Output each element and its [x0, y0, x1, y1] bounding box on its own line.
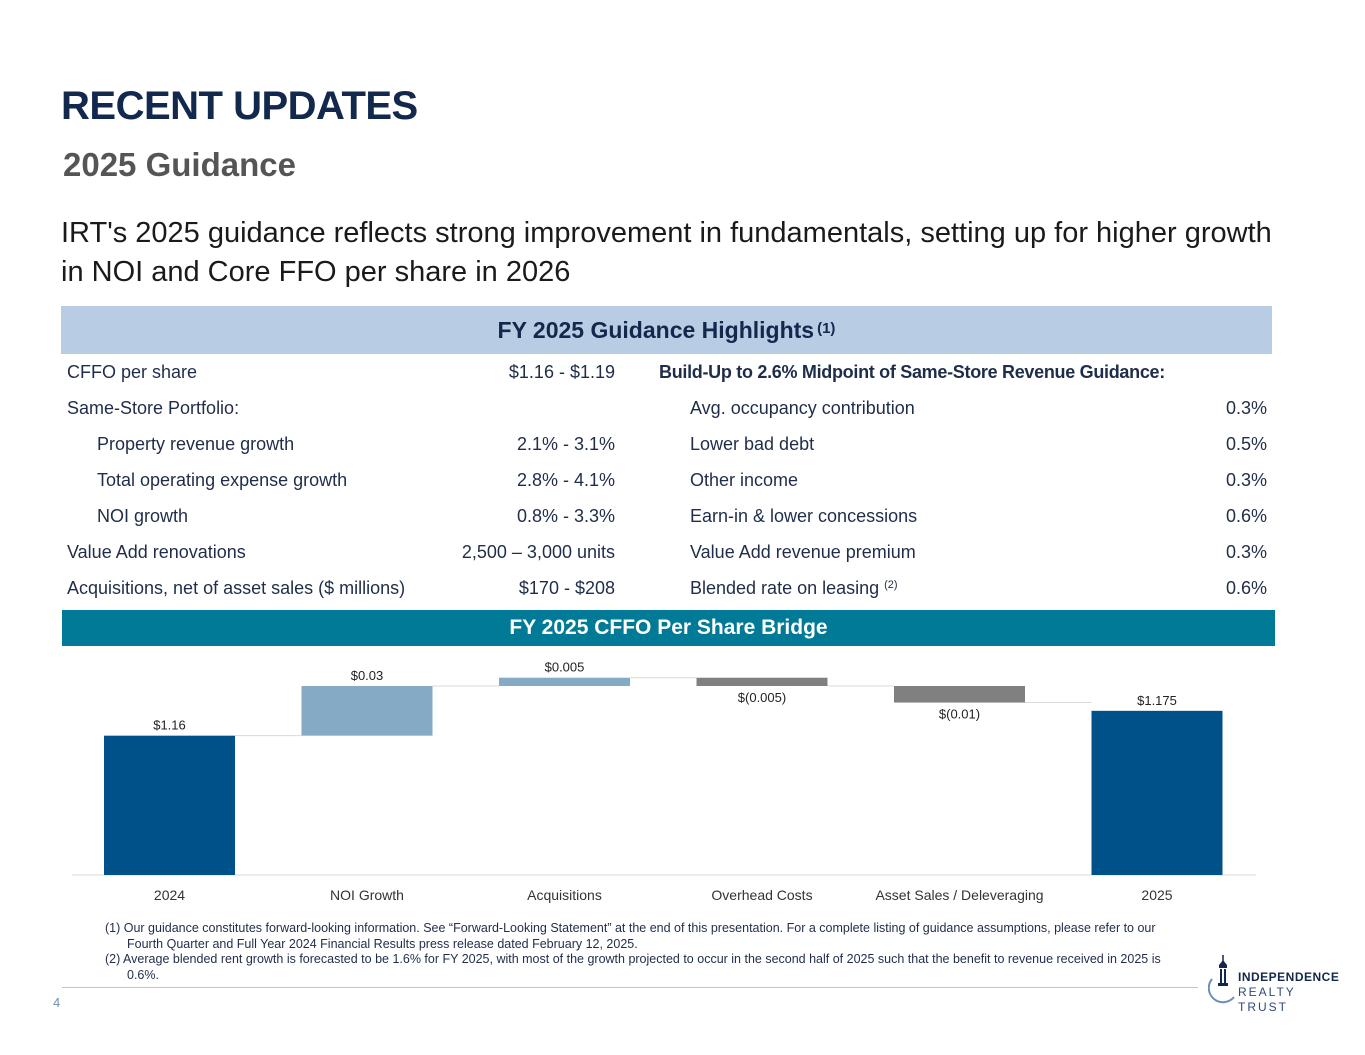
right-value: 0.3% — [1225, 541, 1267, 562]
cffo-bridge-chart: $1.16 2024 $0.03 NOI Growth $0.005 Acquisitio… — [72, 660, 1256, 903]
category-label: NOI Growth — [330, 887, 404, 903]
bar-asset-sales-deleveraging — [894, 686, 1025, 703]
footnotes: (1) Our guidance constitutes forward-loo… — [105, 921, 1195, 983]
guidance-highlights-table: CFFO per share $1.16 - $1.19 Build-Up to… — [61, 354, 1272, 606]
data-label: $(0.01) — [939, 707, 980, 722]
company-logo: INDEPENDENCE REALTY TRUST — [1208, 953, 1339, 1014]
right-value: 0.6% — [1225, 505, 1267, 526]
page-subtitle: 2025 Guidance — [63, 146, 296, 183]
bar-2025 — [1091, 710, 1223, 875]
category-label: 2025 — [1141, 887, 1172, 903]
bar-2024 — [104, 735, 235, 875]
right-value: 0.3% — [1225, 469, 1267, 490]
right-value: 0.6% — [1225, 577, 1267, 598]
footnote-ref: (1) — [817, 319, 836, 337]
bar-acquisitions — [499, 677, 630, 686]
right-label: Value Add revenue premium — [690, 541, 916, 562]
guidance-highlights-title: FY 2025 Guidance Highlights — [497, 316, 815, 343]
data-label: $(0.005) — [738, 690, 786, 705]
right-label: Earn-in & lower concessions — [690, 505, 918, 526]
right-label-text: Blended rate on leasing — [690, 577, 880, 598]
logo-text: INDEPENDENCE REALTY TRUST — [1238, 970, 1339, 1015]
right-heading: Build-Up to 2.6% Midpoint of Same-Store … — [659, 361, 1165, 382]
left-value: 2.1% - 3.1% — [516, 433, 615, 454]
footnote-1: (1) Our guidance constitutes forward-loo… — [105, 921, 1156, 951]
data-label: $1.175 — [1137, 693, 1177, 708]
table-row: Same-Store Portfolio: Avg. occupancy con… — [61, 390, 1272, 426]
footnote-2: (2) Average blended rent growth is forec… — [105, 952, 1161, 982]
left-value: 2.8% - 4.1% — [516, 469, 615, 490]
building-icon — [1208, 955, 1235, 1004]
left-label: Total operating expense growth — [97, 469, 348, 490]
page-number: 4 — [53, 995, 61, 1010]
logo-line-2: REALTY TRUST — [1238, 985, 1296, 1014]
table-row: Total operating expense growth 2.8% - 4.… — [61, 462, 1272, 498]
right-label: Blended rate on leasing (2) — [690, 570, 898, 606]
left-value: 0.8% - 3.3% — [516, 505, 615, 526]
data-label: $0.03 — [351, 668, 384, 683]
page-title: RECENT UPDATES — [61, 84, 418, 128]
right-value: 0.3% — [1225, 397, 1267, 418]
table-row: Value Add renovations 2,500 – 3,000 unit… — [61, 534, 1272, 570]
left-label: Acquisitions, net of asset sales ($ mill… — [67, 577, 406, 598]
table-row: Property revenue growth 2.1% - 3.1% Lowe… — [61, 426, 1272, 462]
left-label: CFFO per share — [67, 361, 198, 382]
data-label: $0.005 — [545, 660, 585, 675]
left-value: $170 - $208 — [518, 577, 615, 598]
category-label: Overhead Costs — [711, 887, 812, 903]
bar-overhead-costs — [696, 677, 828, 686]
logo-line-1: INDEPENDENCE — [1238, 970, 1340, 984]
left-label: NOI growth — [97, 505, 189, 526]
data-label: $1.16 — [153, 718, 186, 733]
left-value: 2,500 – 3,000 units — [461, 541, 615, 562]
right-label: Avg. occupancy contribution — [690, 397, 915, 418]
table-row: Acquisitions, net of asset sales ($ mill… — [61, 570, 1272, 606]
left-value: $1.16 - $1.19 — [508, 361, 615, 382]
bar-noi-growth — [301, 686, 433, 736]
right-value: 0.5% — [1225, 433, 1267, 454]
left-label: Same-Store Portfolio: — [67, 397, 240, 418]
table-row: NOI growth 0.8% - 3.3% Earn-in & lower c… — [61, 498, 1272, 534]
category-label: Acquisitions — [527, 887, 602, 903]
guidance-highlights-header: FY 2025 Guidance Highlights (1) — [61, 306, 1272, 354]
category-label: Asset Sales / Deleveraging — [875, 887, 1043, 903]
footnote-ref: (2) — [884, 579, 898, 591]
category-label: 2024 — [154, 887, 185, 903]
left-label: Property revenue growth — [97, 433, 295, 454]
footer-divider — [62, 987, 1198, 988]
right-label: Lower bad debt — [690, 433, 815, 454]
cffo-bridge-header: FY 2025 CFFO Per Share Bridge — [62, 610, 1275, 646]
left-label: Value Add renovations — [67, 541, 246, 562]
intro-text: IRT's 2025 guidance reflects strong impr… — [61, 217, 1272, 288]
right-label: Other income — [690, 469, 799, 490]
table-row: CFFO per share $1.16 - $1.19 Build-Up to… — [61, 354, 1272, 390]
